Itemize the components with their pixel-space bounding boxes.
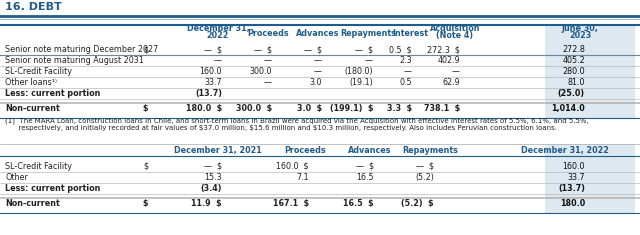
- Text: 405.2: 405.2: [563, 56, 585, 65]
- Text: $: $: [143, 45, 148, 54]
- Text: December 31, 2022: December 31, 2022: [521, 146, 609, 155]
- Text: 0.5: 0.5: [399, 78, 412, 87]
- Text: 2022: 2022: [207, 31, 229, 40]
- Text: Less: current portion: Less: current portion: [5, 89, 100, 98]
- Text: —: —: [214, 56, 222, 65]
- Text: 33.7: 33.7: [568, 173, 585, 182]
- Text: 2.3: 2.3: [399, 56, 412, 65]
- Text: 16. DEBT: 16. DEBT: [5, 2, 61, 12]
- Text: Interest: Interest: [392, 29, 428, 38]
- Text: Advances: Advances: [348, 146, 392, 155]
- Text: (13.7): (13.7): [195, 89, 222, 98]
- Text: —  $: — $: [254, 45, 272, 54]
- Text: —  $: — $: [304, 45, 322, 54]
- Text: 16.5: 16.5: [356, 173, 374, 182]
- Text: 180.0  $: 180.0 $: [186, 104, 222, 113]
- Text: December 31,: December 31,: [187, 24, 250, 33]
- Text: Proceeds: Proceeds: [284, 146, 326, 155]
- Text: 272.3  $: 272.3 $: [427, 45, 460, 54]
- Text: 7.1: 7.1: [296, 173, 309, 182]
- Text: 1,014.0: 1,014.0: [551, 104, 585, 113]
- Text: 738.1  $: 738.1 $: [424, 104, 460, 113]
- Text: —: —: [404, 67, 412, 76]
- Text: 33.7: 33.7: [204, 78, 222, 87]
- Text: Senior note maturing December 2027: Senior note maturing December 2027: [5, 45, 158, 54]
- Text: 3.3  $: 3.3 $: [387, 104, 412, 113]
- Text: —  $: — $: [416, 162, 434, 171]
- Text: Repayments: Repayments: [402, 146, 458, 155]
- Text: 300.0  $: 300.0 $: [236, 104, 272, 113]
- Text: 15.3: 15.3: [204, 173, 222, 182]
- Text: —: —: [314, 67, 322, 76]
- Text: 3.0  $: 3.0 $: [297, 104, 322, 113]
- Text: —  $: — $: [204, 162, 222, 171]
- Text: (Note 4): (Note 4): [436, 31, 474, 40]
- Text: 16.5  $: 16.5 $: [344, 199, 374, 208]
- Text: 11.9  $: 11.9 $: [191, 199, 222, 208]
- Text: (3.4): (3.4): [200, 184, 222, 193]
- Text: $: $: [143, 162, 148, 171]
- Text: —: —: [264, 78, 272, 87]
- Text: 180.0: 180.0: [560, 199, 585, 208]
- Text: Advances: Advances: [296, 29, 340, 38]
- Text: —  $: — $: [356, 162, 374, 171]
- Text: —  $: — $: [204, 45, 222, 54]
- Text: 81.0: 81.0: [568, 78, 585, 87]
- Text: —: —: [314, 56, 322, 65]
- Text: Less: current portion: Less: current portion: [5, 184, 100, 193]
- Text: —: —: [452, 67, 460, 76]
- Text: 280.0: 280.0: [563, 67, 585, 76]
- Text: Other: Other: [5, 173, 28, 182]
- Text: (13.7): (13.7): [558, 184, 585, 193]
- Text: Proceeds: Proceeds: [247, 29, 289, 38]
- Text: Non-current: Non-current: [5, 199, 60, 208]
- Text: —: —: [264, 56, 272, 65]
- Text: 402.9: 402.9: [437, 56, 460, 65]
- Text: $: $: [143, 104, 148, 113]
- Text: 167.1  $: 167.1 $: [273, 199, 309, 208]
- Text: 160.0: 160.0: [200, 67, 222, 76]
- Text: 160.0  $: 160.0 $: [276, 162, 309, 171]
- Text: Senior note maturing August 2031: Senior note maturing August 2031: [5, 56, 144, 65]
- Text: —: —: [365, 56, 373, 65]
- Text: (5.2)  $: (5.2) $: [401, 199, 434, 208]
- Bar: [545, 25, 635, 118]
- Text: (199.1)  $: (199.1) $: [330, 104, 373, 113]
- Text: Non-current: Non-current: [5, 104, 60, 113]
- Text: 2023: 2023: [569, 31, 591, 40]
- Bar: [545, 144, 635, 213]
- Text: (5.2): (5.2): [415, 173, 434, 182]
- Text: (25.0): (25.0): [558, 89, 585, 98]
- Text: (1)  The MARA Loan, construction loans in Chile, and short-term loans in Brazil : (1) The MARA Loan, construction loans in…: [5, 118, 589, 125]
- Text: (19.1): (19.1): [349, 78, 373, 87]
- Text: 160.0: 160.0: [563, 162, 585, 171]
- Text: SL-Credit Facility: SL-Credit Facility: [5, 67, 72, 76]
- Text: SL-Credit Facility: SL-Credit Facility: [5, 162, 72, 171]
- Text: 300.0: 300.0: [250, 67, 272, 76]
- Text: —  $: — $: [355, 45, 373, 54]
- Text: December 31, 2021: December 31, 2021: [174, 146, 262, 155]
- Text: 272.8: 272.8: [562, 45, 585, 54]
- Text: (180.0): (180.0): [344, 67, 373, 76]
- Text: Acquisition: Acquisition: [429, 24, 480, 33]
- Text: 3.0: 3.0: [310, 78, 322, 87]
- Text: Repayments: Repayments: [340, 29, 396, 38]
- Text: Other loans¹⁾: Other loans¹⁾: [5, 78, 57, 87]
- Text: $: $: [143, 199, 148, 208]
- Text: 62.9: 62.9: [442, 78, 460, 87]
- Text: 0.5  $: 0.5 $: [389, 45, 412, 54]
- Text: respectively, and initially recorded at fair values of $37.0 million, $15.6 mill: respectively, and initially recorded at …: [5, 125, 557, 131]
- Text: June 30,: June 30,: [561, 24, 598, 33]
